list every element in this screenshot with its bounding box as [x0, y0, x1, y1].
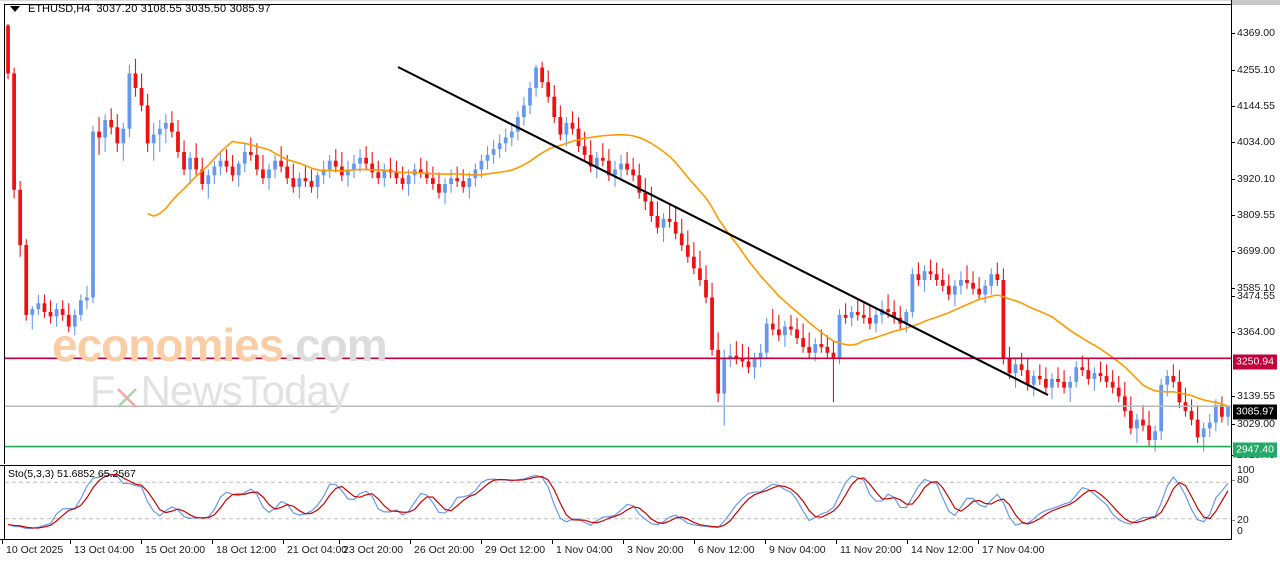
- chart-right-axis: [1231, 0, 1232, 466]
- price-tick: 4034.00: [1232, 136, 1275, 148]
- time-tick-label: 10 Oct 2025: [1, 540, 64, 556]
- chart-left-axis: [4, 4, 5, 464]
- time-tick-label: 9 Nov 04:00: [765, 540, 826, 556]
- pane-separator: [0, 465, 1232, 466]
- symbol-label: ETHUSD,H4: [28, 3, 91, 15]
- chart-top-border: [4, 4, 1232, 5]
- indicator-tick: 0: [1237, 525, 1243, 537]
- indicator-tick: 100: [1237, 464, 1255, 476]
- time-tick-label: 1 Nov 04:00: [552, 540, 613, 556]
- time-tick-label: 3 Nov 20:00: [623, 540, 684, 556]
- triangle-down-icon[interactable]: [10, 6, 20, 12]
- time-axis[interactable]: 10 Oct 2025 13 Oct 04:00 15 Oct 20:00 18 Oc…: [0, 540, 1280, 563]
- indicator-tick: 20: [1232, 514, 1249, 526]
- time-tick-label: 13 Oct 04:00: [69, 540, 135, 556]
- price-tick: 3809.55: [1232, 209, 1275, 221]
- time-tick-label: 18 Oct 12:00: [211, 540, 277, 556]
- price-tick: 3029.00: [1232, 418, 1275, 430]
- indicator-bottom-border: [0, 539, 1232, 540]
- price-plot-area[interactable]: [5, 5, 1231, 465]
- ohlc-values: 3037.20 3108.55 3035.50 3085.97: [96, 3, 271, 15]
- support-price-label: 2947.40: [1233, 442, 1277, 458]
- time-tick-label: 26 Oct 20:00: [409, 540, 475, 556]
- trendline: [397, 66, 1049, 396]
- top-right-strip: [1232, 0, 1280, 5]
- indicator-axis: 100 80 20 0: [1232, 464, 1280, 540]
- price-tick: 3920.10: [1232, 173, 1275, 185]
- price-tick: 3699.00: [1232, 245, 1275, 257]
- moving-average-line: [147, 133, 1229, 407]
- time-tick-label: 15 Oct 20:00: [140, 540, 206, 556]
- price-tick: 4369.00: [1232, 27, 1275, 39]
- indicator-label: Sto(5,3,3) 51.6852 65.2567: [8, 468, 136, 480]
- current-price-label: 3085.97: [1233, 404, 1277, 420]
- indicator-right-axis: [1231, 466, 1232, 540]
- chart-header: ETHUSD,H4 3037.20 3108.55 3035.50 3085.9…: [10, 3, 271, 15]
- time-tick-label: 29 Oct 12:00: [480, 540, 546, 556]
- time-tick-label: 11 Nov 20:00: [836, 540, 902, 556]
- candlestick-canvas: [5, 23, 1231, 452]
- price-tick: 3474.55: [1232, 290, 1275, 302]
- time-tick-label: 17 Nov 04:00: [977, 540, 1045, 556]
- price-tick: 4144.55: [1232, 100, 1275, 112]
- stochastic-pane[interactable]: [5, 466, 1231, 539]
- time-tick-label: 6 Nov 12:00: [694, 540, 755, 556]
- price-tick: 3364.00: [1232, 326, 1275, 338]
- time-tick-label: 21 Oct 04:00: [282, 540, 348, 556]
- price-tick: 4255.10: [1232, 64, 1275, 76]
- indicator-left-axis: [4, 466, 5, 540]
- price-axis[interactable]: 4369.00 4255.10 4144.55 4034.00 3920.10 3809.…: [1232, 0, 1280, 466]
- stochastic-canvas: [5, 472, 1231, 530]
- candles: [6, 23, 1230, 452]
- resistance-price-label: 3250.94: [1233, 354, 1277, 370]
- time-tick-label: 14 Nov 12:00: [906, 540, 974, 556]
- time-tick-label: 23 Oct 20:00: [338, 540, 404, 556]
- time-axis-bottom-rule: [0, 0, 1280, 1]
- price-tick: 3139.55: [1232, 390, 1275, 402]
- indicator-tick: 80: [1232, 474, 1249, 486]
- price-tick: 3585.10: [1232, 282, 1275, 294]
